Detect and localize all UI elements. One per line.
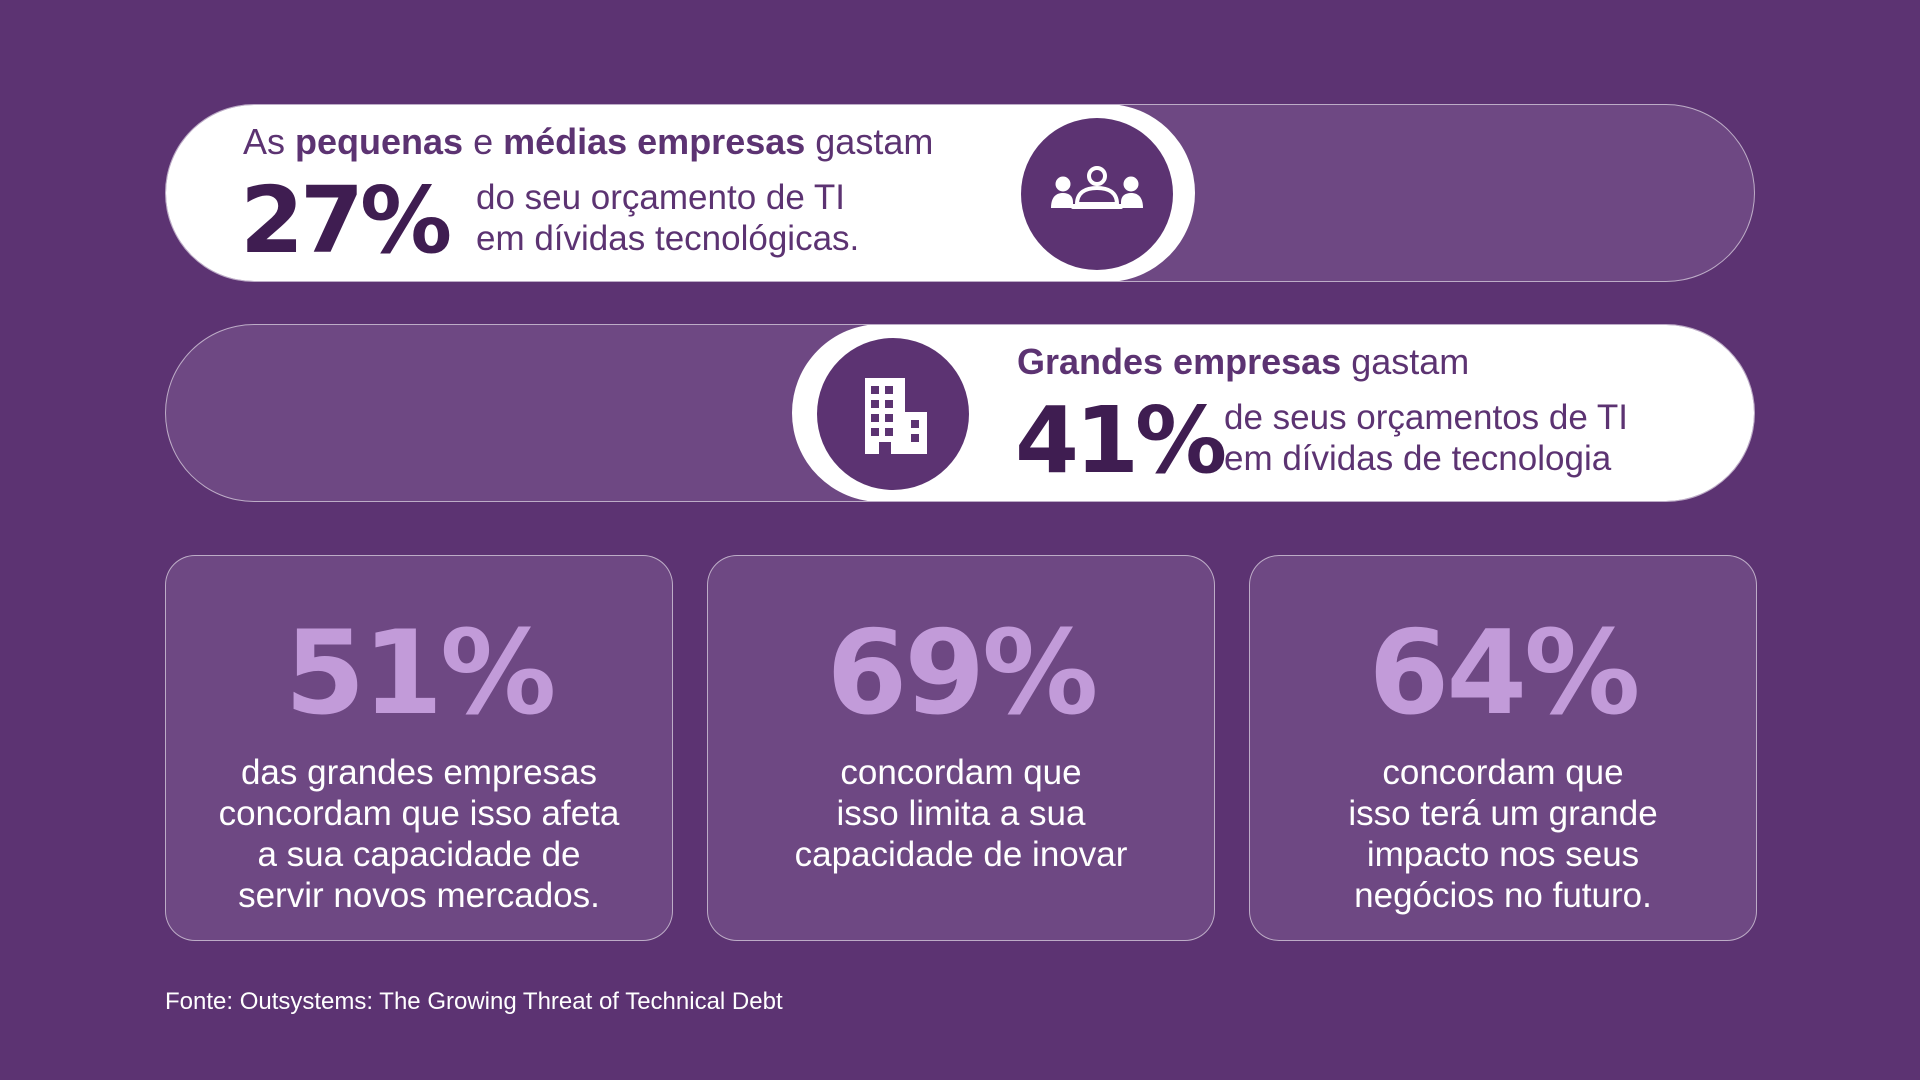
smb-stat-pill: As pequenas e médias empresas gastam 27%… <box>165 104 1755 282</box>
enterprise-description-line-2: em dívidas de tecnologia <box>1224 439 1612 478</box>
smb-heading-mid: e <box>463 121 504 162</box>
enterprise-percentage: 41% <box>1015 387 1227 494</box>
enterprise-stat-pill: Grandes empresas gastam 41% de seus orça… <box>165 324 1755 502</box>
stat-card-future-impact: 64% concordam que isso terá um grande im… <box>1249 555 1757 941</box>
stat-description: das grandes empresas concordam que isso … <box>218 753 620 915</box>
enterprise-heading-bold: Grandes empresas <box>1017 341 1342 382</box>
stat-value: 69% <box>826 606 1099 741</box>
source-citation: Fonte: Outsystems: The Growing Threat of… <box>165 988 783 1015</box>
smb-description-line-2: em dívidas tecnológicas. <box>476 219 860 258</box>
smb-heading-bold-2: médias empresas <box>503 121 806 162</box>
enterprise-heading-suffix: gastam <box>1341 341 1470 382</box>
stat-value: 51% <box>284 606 557 741</box>
stat-value: 64% <box>1368 606 1641 741</box>
office-building-icon <box>817 338 969 490</box>
smb-heading-suffix: gastam <box>805 121 934 162</box>
smb-heading-bold-1: pequenas <box>295 121 464 162</box>
stat-description: concordam que isso limita a sua capacida… <box>794 753 1128 874</box>
enterprise-heading: Grandes empresas gastam <box>1017 341 1469 383</box>
enterprise-description: de seus orçamentos de TI em dívidas de t… <box>1224 397 1628 479</box>
stat-card-innovation: 69% concordam que isso limita a sua capa… <box>707 555 1215 941</box>
smb-heading-prefix: As <box>243 121 296 162</box>
smb-description-line-1: do seu orçamento de TI <box>476 178 846 217</box>
smb-description: do seu orçamento de TI em dívidas tecnol… <box>476 177 859 259</box>
stat-card-new-markets: 51% das grandes empresas concordam que i… <box>165 555 673 941</box>
smb-heading: As pequenas e médias empresas gastam <box>243 121 933 163</box>
group-people-icon <box>1021 118 1173 270</box>
smb-percentage: 27% <box>240 167 452 274</box>
stat-description: concordam que isso terá um grande impact… <box>1348 753 1658 915</box>
enterprise-description-line-1: de seus orçamentos de TI <box>1224 398 1629 437</box>
